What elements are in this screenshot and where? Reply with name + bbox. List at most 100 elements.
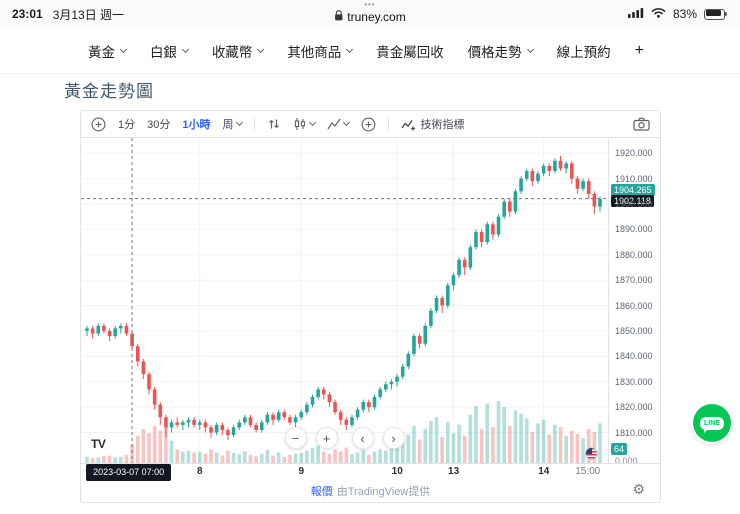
chevron-down-icon [119, 45, 128, 53]
main-nav: 黃金 白銀 收藏幣 其他商品 貴金屬回收 價格走勢 線上預約 + [0, 28, 740, 74]
toolbar-divider [253, 117, 255, 131]
attribution-bar: 報價 由TradingView提供 ⚙ [81, 480, 660, 502]
us-flag-icon[interactable] [585, 447, 598, 460]
quote-link[interactable]: 報價 [310, 486, 333, 498]
last-price-badge: 1904.265 [611, 184, 655, 197]
interval-label: 周 [222, 119, 234, 131]
nav-item-collectible-coins[interactable]: 收藏幣 [211, 41, 265, 61]
nav-label: 收藏幣 [211, 44, 253, 60]
price-axis[interactable]: 1904.265 1902.118 64 0.000 1920.000 1910.… [608, 138, 660, 466]
time-tick-label: 15:00 [575, 466, 601, 477]
circle-plus-icon[interactable] [91, 117, 106, 132]
pan-right-button[interactable]: › [382, 427, 405, 449]
nav-label: 白銀 [149, 44, 177, 60]
zoom-in-button[interactable]: + [315, 427, 338, 449]
volume-badge: 64 [611, 443, 628, 455]
volume-bars [85, 401, 602, 463]
time-tick-label: 8 [197, 466, 203, 477]
battery-percent: 83% [672, 7, 697, 21]
provider-text: 由TradingView提供 [336, 486, 431, 498]
address-bar[interactable]: ••• truney.com [334, 0, 406, 24]
url-text: truney.com [347, 9, 406, 24]
candles [85, 155, 602, 441]
add-plus-icon[interactable] [361, 117, 376, 132]
crosshair-time-tooltip: 2023-03-07 07:00 [86, 464, 172, 481]
price-tick-label: 1850.000 [615, 325, 653, 336]
time-tick-label: 9 [298, 466, 305, 477]
interval-30min-button[interactable]: 30分 [147, 119, 171, 131]
area-style-button[interactable] [327, 117, 350, 131]
technical-indicators-button[interactable]: 技術指標 [400, 116, 465, 132]
candle-style-button[interactable] [293, 117, 316, 131]
price-tick-label: 1920.000 [615, 148, 653, 159]
interval-1min-button[interactable]: 1分 [118, 119, 136, 131]
zoom-controls: − + [284, 427, 338, 449]
crosshair [81, 138, 608, 463]
chart-widget: 1分 30分 1小時 周 技術指標 [80, 110, 661, 503]
nav-item-more[interactable]: + [635, 42, 644, 60]
price-tick-label: 1880.000 [615, 249, 653, 260]
page-title: 黃金走勢圖 [64, 82, 154, 101]
price-tick-label: 1910.000 [615, 173, 653, 184]
interval-1hour-button[interactable]: 1小時 [182, 119, 211, 131]
compare-arrows-icon[interactable] [267, 117, 281, 131]
battery-icon [704, 8, 728, 20]
chevron-down-icon [342, 118, 350, 127]
nav-item-gold[interactable]: 黃金 [88, 41, 128, 61]
price-tick-label: 1900.000 [615, 199, 653, 210]
time-axis[interactable]: 2023-03-07 07:00 8 9 10 13 14 15:00 [81, 463, 660, 481]
nav-item-precious-metal-recycle[interactable]: 貴金屬回收 [376, 41, 444, 61]
interval-week-button[interactable]: 周 [222, 116, 243, 132]
nav-label: 價格走勢 [467, 44, 522, 60]
price-tick-label: 1810.000 [615, 427, 653, 438]
crosshair-price-badge: 1902.118 [611, 194, 654, 207]
nav-label: 線上預約 [556, 44, 611, 60]
chevron-down-icon [526, 45, 534, 53]
volume-zero-label: 0.000 [615, 456, 638, 466]
lock-icon [334, 10, 343, 23]
price-tick-label: 1870.000 [615, 275, 653, 286]
status-left: 23:01 3月13日 週一 [12, 6, 124, 23]
date: 3月13日 週一 [52, 7, 125, 22]
candlestick-canvas[interactable] [81, 138, 608, 463]
chevron-down-icon [257, 45, 265, 53]
pan-left-button[interactable]: ‹ [351, 427, 374, 449]
pan-controls: ‹ › [351, 427, 405, 449]
cellular-icon [627, 7, 644, 21]
time-tick-label: 10 [391, 466, 403, 477]
price-tick-label: 1840.000 [615, 351, 653, 362]
time-tick-label: 14 [538, 466, 550, 477]
zoom-out-button[interactable]: − [284, 427, 307, 449]
time-tick-label: 13 [448, 466, 460, 477]
line-chat-button[interactable]: LINE [693, 404, 731, 442]
nav-item-price-trend[interactable]: 價格走勢 [467, 41, 534, 61]
chevron-down-icon [181, 45, 189, 53]
tradingview-logo[interactable]: TV [91, 437, 106, 451]
more-dots-icon[interactable]: ••• [364, 0, 376, 9]
price-tick-label: 1830.000 [615, 376, 653, 387]
wifi-icon [651, 7, 666, 21]
chart-plot-area[interactable]: TV − + ‹ › [81, 138, 608, 463]
nav-item-other-products[interactable]: 其他商品 [287, 41, 354, 61]
nav-label: 黃金 [88, 44, 115, 60]
status-right: 83% [627, 7, 728, 21]
gear-icon[interactable]: ⚙ [632, 481, 645, 498]
price-tick-label: 1890.000 [615, 224, 653, 235]
chevron-down-icon [235, 118, 243, 127]
indicators-label: 技術指標 [420, 119, 465, 131]
nav-item-silver[interactable]: 白銀 [149, 41, 189, 61]
chart-body: TV − + ‹ › 1904.265 1902.118 64 0.000 19… [81, 138, 660, 466]
price-tick-label: 1860.000 [615, 300, 653, 311]
grid-lines [81, 138, 608, 463]
nav-item-online-booking[interactable]: 線上預約 [557, 41, 611, 61]
chevron-down-icon [346, 45, 354, 53]
chart-toolbar: 1分 30分 1小時 周 技術指標 [81, 111, 660, 138]
camera-icon[interactable] [633, 117, 650, 131]
clock: 23:01 [12, 7, 43, 21]
nav-label: 貴金屬回收 [376, 44, 444, 60]
nav-label: 其他商品 [287, 44, 342, 60]
chart-nav-controls: − + ‹ › [284, 427, 405, 449]
toolbar-divider [387, 117, 389, 131]
status-bar: 23:01 3月13日 週一 ••• truney.com 83% [0, 0, 740, 28]
line-logo: LINE [700, 416, 724, 433]
